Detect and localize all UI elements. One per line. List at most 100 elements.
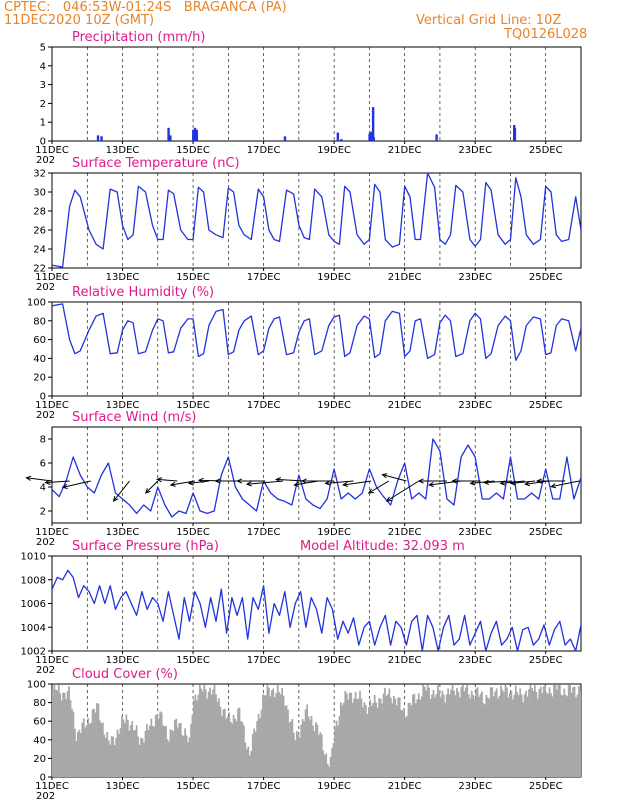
precip-bar [336, 132, 340, 141]
cloud-bar [238, 707, 241, 777]
wind-vector [429, 480, 462, 486]
cloud-bar [140, 737, 142, 777]
cloud-bar [226, 716, 229, 777]
pressure-year-label: 202 [36, 665, 55, 676]
wind-xtick-label: 23DEC [458, 527, 492, 538]
wind-vector-head [385, 496, 392, 502]
precipitation-xtick-label: 17DEC [247, 145, 281, 156]
humidity-xtick-label: 11DEC [35, 400, 69, 411]
cloud-bar [121, 715, 123, 777]
humidity-xtick-label: 19DEC [317, 400, 351, 411]
cloud-bar [312, 725, 314, 777]
cloud-bar [448, 694, 451, 777]
temperature-xtick-label: 21DEC [388, 272, 422, 283]
cloud-bar [141, 738, 144, 777]
cloud-bar [564, 694, 567, 777]
temperature-xtick-label: 25DEC [529, 272, 563, 283]
cloud-bar [285, 705, 288, 777]
humidity-xtick-label: 15DEC [176, 400, 210, 411]
cloud-bar [500, 685, 502, 777]
wind-vector-head [275, 477, 281, 483]
cloud-bar [96, 703, 98, 777]
cloud-bar [513, 694, 516, 777]
temperature-year-label: 202 [36, 282, 55, 293]
wind-vector [113, 480, 130, 502]
precip-bar [167, 127, 170, 141]
wind-xtick-label: 13DEC [106, 527, 140, 538]
cloud-bar [392, 695, 395, 777]
cloud-bar [450, 689, 452, 777]
cloud-bar [82, 718, 85, 777]
cloud-bar [445, 694, 448, 777]
cloud-bar [125, 714, 128, 777]
cloud-bar [538, 689, 541, 777]
cloud-bar [523, 694, 526, 777]
precip-bar [435, 134, 438, 141]
cloud-bar [322, 750, 325, 777]
cloud-bar [420, 696, 423, 777]
cloud-bar [168, 741, 170, 777]
cloud-bar [256, 721, 259, 777]
cloud-bar [429, 698, 432, 777]
wind-vector [551, 480, 580, 488]
cloud-bar [76, 731, 79, 777]
cloud-bar [554, 684, 557, 777]
cloud-bar [223, 708, 226, 777]
wind-vector [188, 480, 209, 484]
cloud-bar [254, 731, 257, 777]
cloud-bar [210, 694, 213, 777]
cloud-bar [519, 688, 522, 777]
cloud-bar [475, 688, 477, 777]
cloud-bar [282, 695, 285, 777]
cloud-bar [363, 702, 366, 777]
wind-panel: 2 4 6 8 11DEC 13DEC 15DEC 17DEC 19DEC 21DEC 23DEC 2… [25, 410, 582, 548]
cloud-bar [525, 690, 527, 777]
cloud-bar [472, 694, 475, 777]
temperature-ytick-label: 28 [33, 207, 46, 218]
cloud-bar [529, 684, 532, 777]
cloud-bar [516, 692, 519, 777]
cloud-bar [272, 688, 275, 777]
cloud-bar [329, 757, 332, 777]
cloud-bar [200, 688, 203, 777]
humidity-title: Relative Humidity (%) [72, 285, 214, 300]
wind-vector [145, 480, 159, 494]
cloud-bar [470, 690, 473, 777]
cloud-bar [375, 702, 378, 777]
cloud-bar [332, 742, 335, 777]
cloud-cover-xtick-label: 19DEC [317, 781, 351, 792]
cloud-bar [213, 684, 216, 777]
wind-vector-head [469, 480, 476, 486]
cloud-bar [498, 695, 501, 777]
cloud-bar [388, 688, 391, 777]
cloud-bar [306, 704, 308, 777]
cloud-cover-ytick-label: 40 [33, 735, 46, 746]
cloud-bar [522, 702, 524, 777]
cloud-bar [438, 692, 441, 777]
temperature-line [52, 173, 581, 268]
temperature-ytick-label: 24 [33, 245, 46, 256]
cloud-bar [99, 720, 101, 777]
cloud-bar [287, 709, 289, 777]
cloud-bar [196, 700, 198, 777]
cloud-bar [290, 721, 292, 777]
cloud-bar [541, 693, 544, 777]
cloud-bar [310, 715, 313, 777]
pressure-xtick-label: 11DEC [35, 655, 69, 666]
cloud-bar [74, 728, 76, 777]
cloud-bar [63, 692, 66, 777]
cloud-bar [412, 694, 414, 777]
cloud-bar [270, 690, 273, 777]
cloud-bar [260, 709, 263, 777]
cloud-bar [548, 687, 551, 777]
wind-ytick-label: 4 [40, 483, 46, 494]
cloud-bar [510, 690, 513, 777]
cloud-bar [579, 690, 581, 777]
cloud-bar [88, 723, 91, 777]
cloud-bar [295, 730, 298, 777]
cloud-bar [148, 725, 151, 777]
cloud-bar [253, 728, 256, 777]
cloud-bar [97, 703, 100, 777]
precipitation-ytick-label: 5 [40, 43, 46, 54]
